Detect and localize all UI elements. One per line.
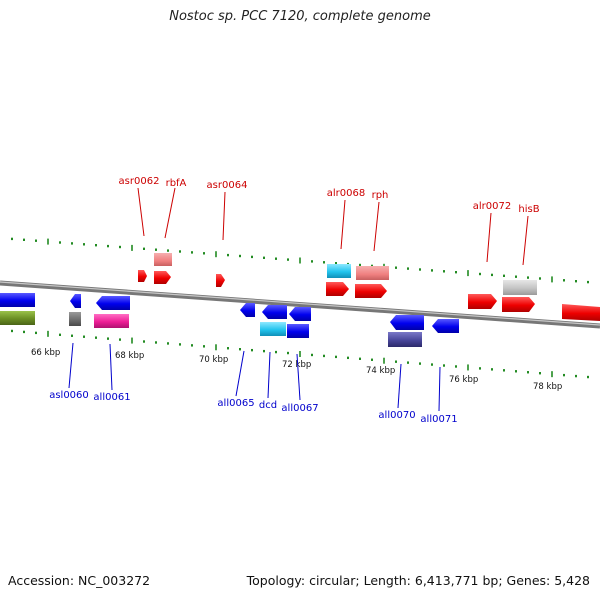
gene-label[interactable]: alr0072 xyxy=(473,201,511,212)
gene-arrow[interactable] xyxy=(562,304,600,321)
scale-label-74: 74 kbp xyxy=(366,366,395,376)
gene-block[interactable] xyxy=(154,253,172,266)
gene-arrow[interactable] xyxy=(216,274,225,287)
gene-label[interactable]: rph xyxy=(372,190,389,201)
gene-label[interactable]: all0061 xyxy=(93,392,130,403)
gene-block[interactable] xyxy=(356,266,389,280)
gene-label[interactable]: hisB xyxy=(518,204,539,215)
reverse-gene-labels: asl0060 all0061 all0065 dcd all0067 all0… xyxy=(49,390,457,425)
gene-label[interactable]: rbfA xyxy=(166,178,187,189)
accession-text: Accession: NC_003272 xyxy=(8,573,151,588)
gene-arrow[interactable] xyxy=(432,319,459,333)
gene-block[interactable] xyxy=(327,264,351,278)
gene-label[interactable]: all0065 xyxy=(217,398,254,409)
genome-summary-text: Topology: circular; Length: 6,413,771 bp… xyxy=(246,573,590,588)
genome-backbone xyxy=(0,280,600,329)
gene-label[interactable]: asr0062 xyxy=(119,176,160,187)
gene-block[interactable] xyxy=(0,293,35,307)
reverse-tick-track xyxy=(11,329,589,379)
gene-label[interactable]: all0071 xyxy=(420,414,457,425)
gene-label[interactable]: alr0068 xyxy=(327,188,365,199)
gene-label[interactable]: dcd xyxy=(259,400,277,411)
scale-label-76: 76 kbp xyxy=(449,375,478,385)
forward-genes xyxy=(138,253,600,321)
map-title: Nostoc sp. PCC 7120, complete genome xyxy=(169,9,431,24)
gene-label[interactable]: asl0060 xyxy=(49,390,89,401)
gene-arrow[interactable] xyxy=(326,282,349,296)
gene-arrow[interactable] xyxy=(502,297,535,312)
scale-label-70: 70 kbp xyxy=(199,355,228,365)
gene-arrow[interactable] xyxy=(70,294,81,308)
gene-label[interactable]: asr0064 xyxy=(207,180,248,191)
gene-arrow[interactable] xyxy=(154,271,171,284)
forward-gene-labels: asr0062 rbfA asr0064 alr0068 rph alr0072… xyxy=(119,176,540,215)
gene-arrow[interactable] xyxy=(240,303,255,317)
gene-arrow[interactable] xyxy=(96,296,130,310)
scale-label-66: 66 kbp xyxy=(31,348,60,358)
reverse-genes xyxy=(0,293,459,347)
gene-label[interactable]: all0070 xyxy=(378,410,415,421)
scale-label-78: 78 kbp xyxy=(533,382,562,392)
gene-arrow[interactable] xyxy=(262,305,287,319)
gene-block[interactable] xyxy=(69,312,81,326)
gene-arrow[interactable] xyxy=(138,270,147,282)
gene-arrow[interactable] xyxy=(468,294,497,309)
scale-labels: 66 kbp 68 kbp 70 kbp 72 kbp 74 kbp 76 kb… xyxy=(31,348,562,392)
gene-block[interactable] xyxy=(260,322,286,336)
gene-block[interactable] xyxy=(0,311,35,325)
leader-lines xyxy=(68,187,529,412)
gene-block[interactable] xyxy=(94,314,129,328)
gene-block[interactable] xyxy=(503,280,537,295)
scale-label-72: 72 kbp xyxy=(282,360,311,370)
gene-arrow[interactable] xyxy=(390,315,424,330)
scale-label-68: 68 kbp xyxy=(115,351,144,361)
gene-block[interactable] xyxy=(388,332,422,347)
gene-arrow[interactable] xyxy=(355,284,387,298)
gene-arrow[interactable] xyxy=(289,307,311,321)
forward-tick-track xyxy=(11,237,589,284)
gene-block[interactable] xyxy=(287,324,309,338)
gene-label[interactable]: all0067 xyxy=(281,403,318,414)
